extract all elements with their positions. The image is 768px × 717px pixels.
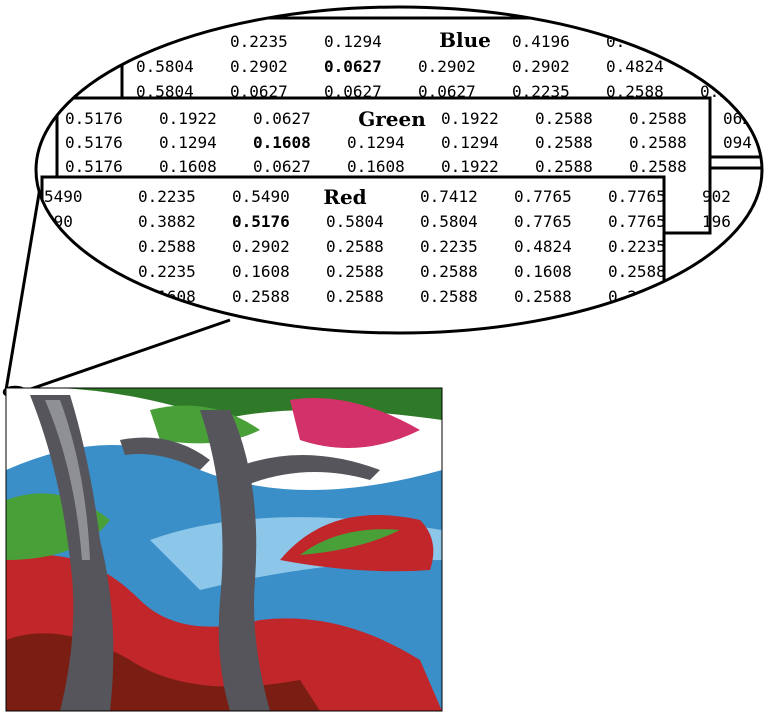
green-plane-cells: 0.5176 0.1922 0.0627 0.1922 0.2588 0.2588 0620… — [65, 109, 752, 176]
image-pink-blossom — [290, 398, 420, 448]
red-value-cell: 0.7765 — [514, 212, 572, 231]
red-value-cell: 0.2588 — [326, 287, 384, 306]
red-value-cell: 0.4824 — [514, 237, 572, 256]
image-branch-left — [120, 437, 210, 470]
blue-value-cell: 0.2902 — [418, 57, 476, 76]
image-trunk-left-highlight — [45, 400, 90, 560]
green-value-cell: 094 — [723, 133, 752, 152]
blue-value-cell: 0.0627 — [230, 82, 288, 101]
red-value-cell: 0.3882 — [138, 212, 196, 231]
green-value-cell: 0.1608 — [347, 157, 405, 176]
blue-plane-title: Blue — [439, 28, 491, 52]
image-trunk-left — [30, 395, 114, 711]
green-value-cell: 0.2588 — [535, 133, 593, 152]
red-value-cell: 0.7765 — [608, 212, 666, 231]
blue-value-cell: 0.1294 — [324, 32, 382, 51]
lens-content: Blue 0.2235 0.1294 0.4196 0. 0.5804 0.2902 0.0… — [40, 16, 762, 333]
green-value-cell: 0.2588 — [535, 157, 593, 176]
red-value-cell: 5490 — [44, 187, 83, 206]
green-value-cell: 0.2588 — [629, 109, 687, 128]
blue-value-cell: 0.5804 — [136, 57, 194, 76]
red-value-cell: 0.5490 — [232, 187, 290, 206]
blue-value-cell: 0.2902 — [230, 57, 288, 76]
red-value-cell: 0.2235 — [420, 237, 478, 256]
magnifier-lens: Blue 0.2235 0.1294 0.4196 0. 0.5804 0.2902 0.0… — [34, 5, 764, 335]
green-value-cell: 0.1294 — [441, 133, 499, 152]
red-value-cell: 0.2902 — [232, 237, 290, 256]
red-value-cell: 0.2588 — [326, 237, 384, 256]
red-value-cell: 0.7765 — [608, 187, 666, 206]
red-value-cell: 0.2588 — [232, 287, 290, 306]
image-border — [5, 387, 443, 712]
green-value-cell: 0.0627 — [253, 109, 311, 128]
red-value-cell: 0.2588 — [608, 262, 666, 281]
red-value-cell: 0.2588 — [420, 262, 478, 281]
red-value-cell: 0.5176 — [232, 212, 290, 231]
blue-value-cell: 0.2235 — [512, 82, 570, 101]
red-value-cell: 0.1608 — [232, 262, 290, 281]
red-value-cell: 0.1608 — [514, 262, 572, 281]
green-value-cell: 0.1294 — [159, 133, 217, 152]
green-value-cell: 0.1922 — [441, 109, 499, 128]
blue-value-cell: 0.4196 — [512, 32, 570, 51]
green-value-cell: 0.5176 — [65, 157, 123, 176]
red-value-cell: 902 — [702, 187, 731, 206]
lens-outline — [34, 5, 764, 335]
blue-value-cell: 0.4824 — [606, 57, 664, 76]
blue-value-cell: 0.5804 — [136, 82, 194, 101]
red-value-cell: 0 — [44, 237, 54, 256]
blue-plane-cells: 0.2235 0.1294 0.4196 0.0.5804 0.2902 0.0627 0.… — [136, 32, 729, 101]
green-value-cell: 0.2588 — [629, 133, 687, 152]
red-value-cell: 0.2588 — [138, 237, 196, 256]
blue-value-cell: 0.0627 — [324, 57, 382, 76]
blue-value-cell: 0.2235 — [230, 32, 288, 51]
red-value-cell: 0.2588 — [420, 287, 478, 306]
blue-value-cell: 0.2588 — [606, 82, 664, 101]
green-plane-title: Green — [358, 107, 426, 131]
callout-line-right — [21, 318, 231, 394]
blue-value-cell: 0.0627 — [418, 82, 476, 101]
red-plane: Red 5490 0.2235 0.5490 0.7412 0.7765 0.7765 90… — [40, 175, 731, 333]
red-value-cell: . — [44, 262, 54, 281]
green-value-cell: 0.2588 — [535, 109, 593, 128]
red-value-cell: 0.2235 — [138, 187, 196, 206]
blue-value-cell: 0.0627 — [324, 82, 382, 101]
source-image — [6, 388, 442, 711]
green-value-cell: 0.1608 — [253, 133, 311, 152]
red-value-cell: 0.2235 — [138, 262, 196, 281]
red-value-cell: 0.7412 — [420, 187, 478, 206]
red-value-cell: 0.5804 — [326, 212, 384, 231]
red-value-cell: 0.2588 — [326, 262, 384, 281]
green-value-cell: 0.1294 — [347, 133, 405, 152]
green-value-cell: 0.1608 — [159, 157, 217, 176]
image-branch — [230, 455, 380, 490]
red-value-cell: 0.2588 — [514, 287, 572, 306]
image-top-foliage — [60, 388, 442, 420]
green-value-cell: 0.1922 — [441, 157, 499, 176]
green-value-cell: 0.0627 — [253, 157, 311, 176]
red-value-cell: 0.7765 — [514, 187, 572, 206]
green-value-cell: 0.5176 — [65, 133, 123, 152]
red-value-cell: 88 — [44, 287, 63, 306]
green-value-cell: 0.1922 — [159, 109, 217, 128]
red-value-cell: 0.5804 — [420, 212, 478, 231]
callout-line-left — [4, 157, 47, 391]
green-value-cell: 0.2588 — [629, 157, 687, 176]
red-value-cell: 0.2235 — [608, 237, 666, 256]
image-trunk-right — [200, 410, 270, 711]
blue-value-cell: 0.2902 — [512, 57, 570, 76]
image-island-foliage — [300, 529, 400, 555]
red-plane-title: Red — [323, 185, 366, 209]
red-value-cell: 196 — [702, 212, 731, 231]
green-value-cell: 0.5176 — [65, 109, 123, 128]
